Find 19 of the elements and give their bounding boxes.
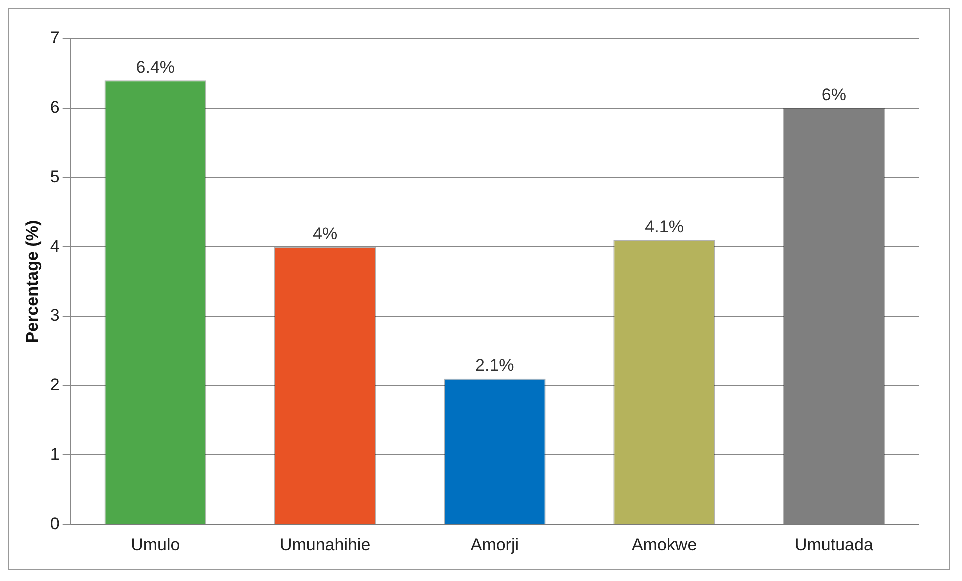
y-tick-label: 6 <box>50 98 60 118</box>
x-tick-label: Amorji <box>470 535 520 554</box>
data-label: 6% <box>822 86 846 105</box>
x-tick-label: Umutuada <box>794 535 874 554</box>
data-label: 4% <box>313 224 338 244</box>
x-tick-label: Amokwe <box>632 535 698 554</box>
x-tick-label: Umunahihie <box>280 535 371 554</box>
y-tick-label: 1 <box>50 444 60 464</box>
y-axis-title: Percentage (%) <box>22 220 42 344</box>
y-tick-label: 3 <box>50 306 60 326</box>
y-tick-label: 5 <box>50 167 60 186</box>
data-label: 2.1% <box>476 356 514 376</box>
data-label: 4.1% <box>645 217 684 236</box>
x-tick-label: Umulo <box>131 535 180 554</box>
y-tick-label: 7 <box>50 28 60 48</box>
y-tick-label: 2 <box>50 376 60 395</box>
y-tick-label: 4 <box>50 236 60 256</box>
data-label: 6.4% <box>136 58 176 77</box>
y-tick-label: 0 <box>50 514 60 534</box>
